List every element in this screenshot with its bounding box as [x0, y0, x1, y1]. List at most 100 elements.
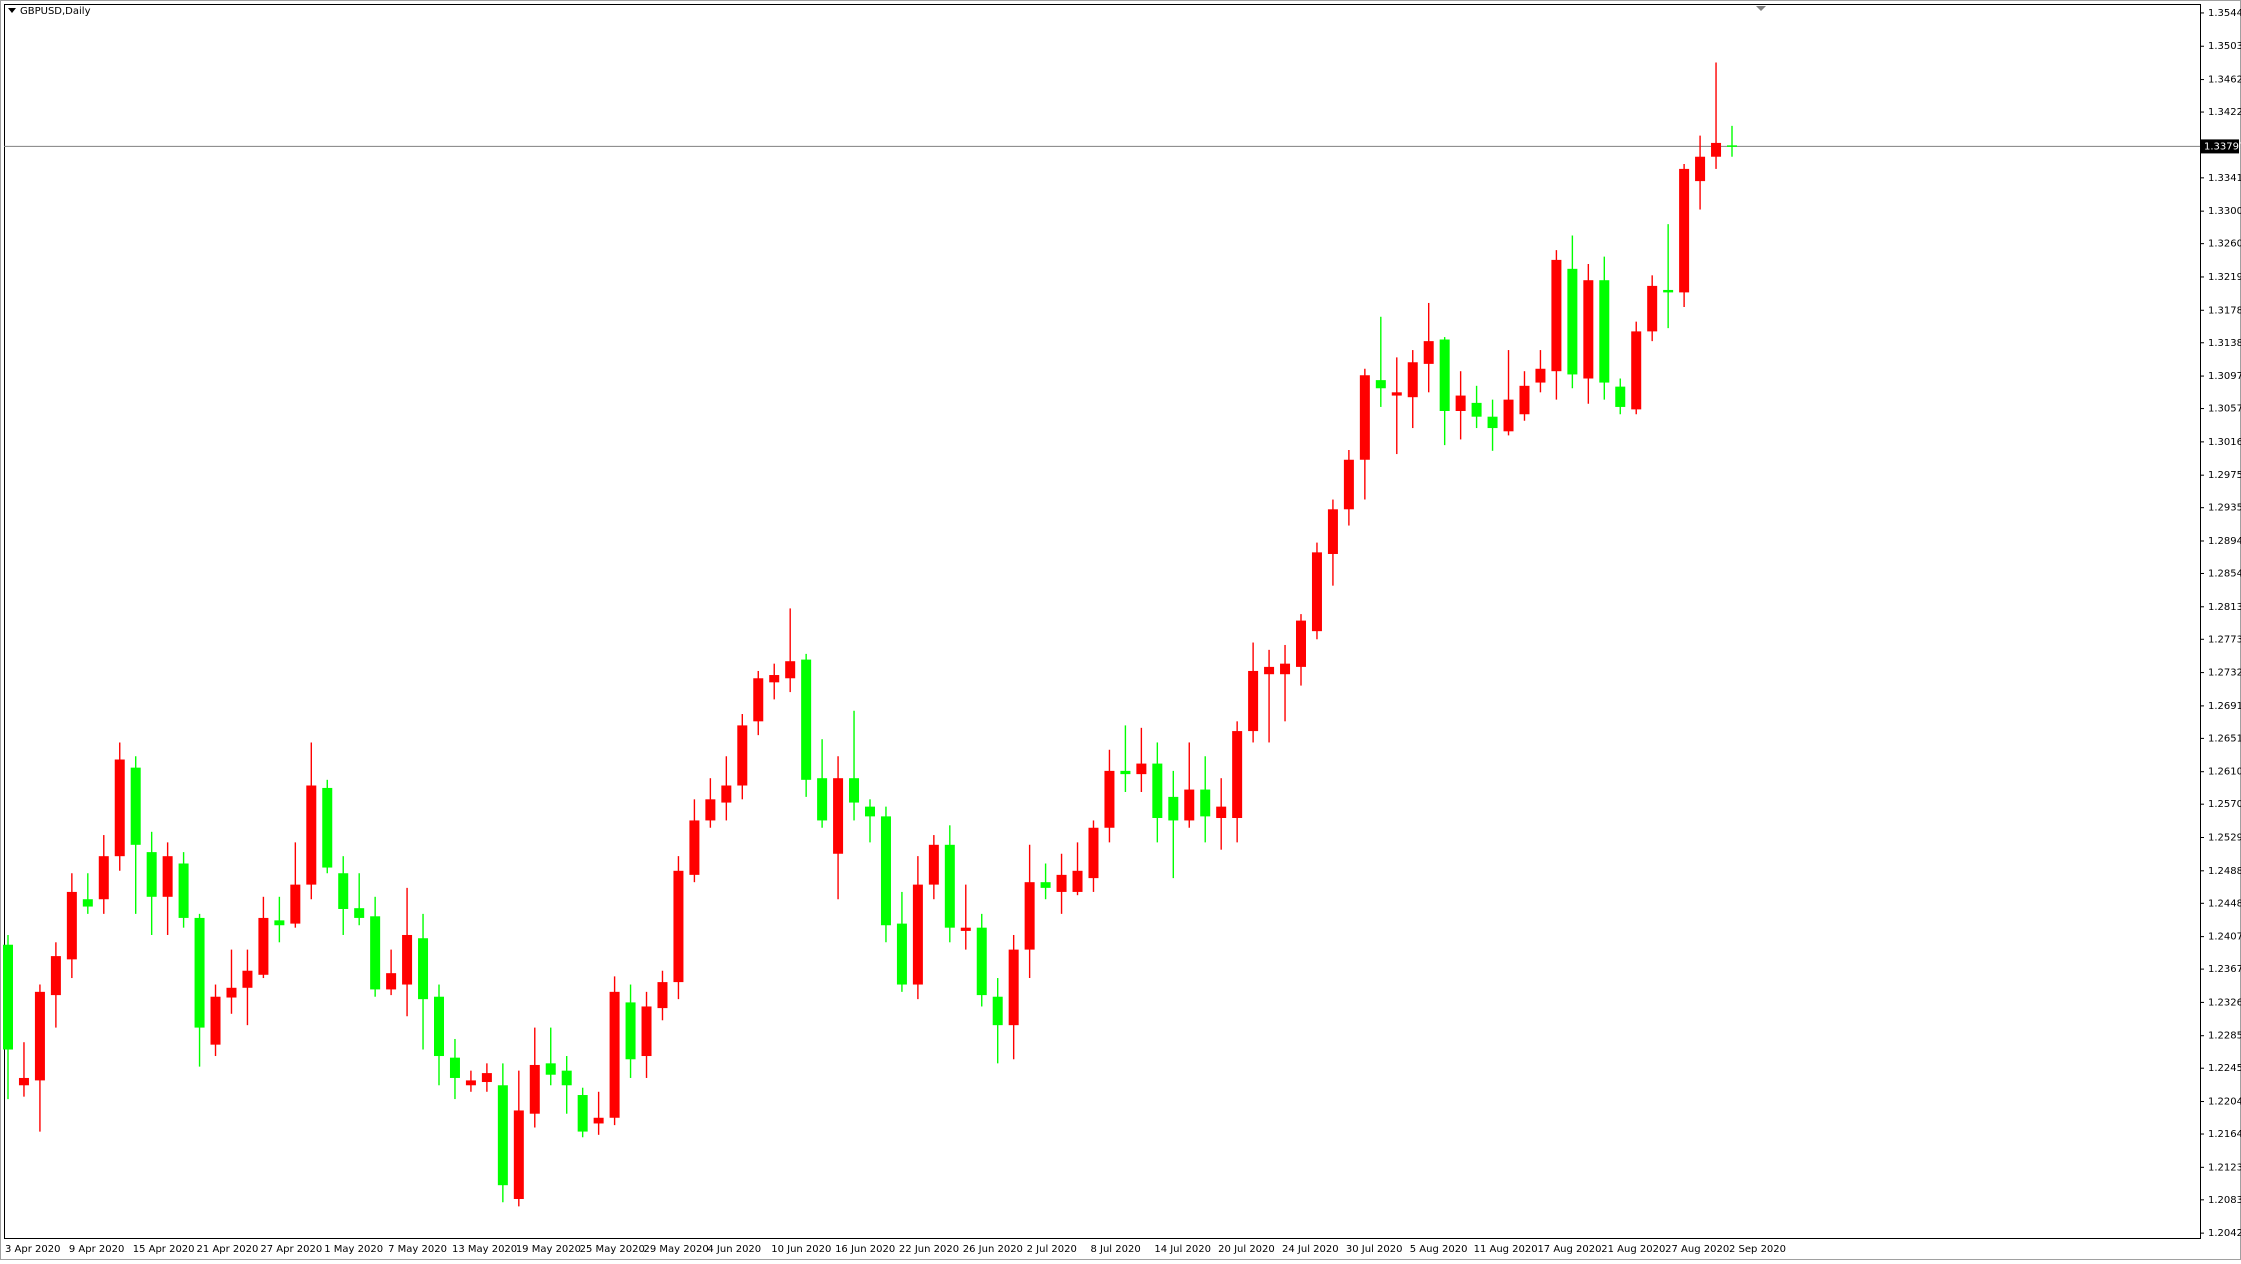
y-tick-label: 1.27320	[2208, 668, 2241, 679]
candle-body	[896, 923, 907, 985]
candle-body	[178, 863, 189, 918]
y-tick-label: 1.22040	[2208, 1097, 2241, 1108]
y-tick-label: 1.26910	[2208, 701, 2241, 712]
candle-body	[1679, 168, 1690, 293]
x-tick-label: 21 Apr 2020	[197, 1244, 259, 1255]
candle-body	[817, 778, 828, 821]
y-tick-label: 1.26510	[2208, 733, 2241, 744]
y-tick-label: 1.30160	[2208, 437, 2241, 448]
candle-body	[1375, 380, 1386, 389]
candle-body	[50, 956, 61, 996]
candle-body	[801, 659, 812, 780]
candle-body	[1503, 399, 1514, 432]
candle-body	[1327, 509, 1338, 554]
candle-body	[66, 891, 77, 960]
x-tick-label: 21 Aug 2020	[1601, 1244, 1665, 1255]
x-tick-label: 15 Apr 2020	[133, 1244, 195, 1255]
y-tick-label: 1.33410	[2208, 173, 2241, 184]
candle-body	[98, 856, 109, 900]
candle-body	[1663, 289, 1674, 293]
candle-body	[1343, 459, 1354, 510]
candle-body	[880, 816, 891, 926]
candle-body	[370, 916, 381, 990]
x-tick-label: 2 Jul 2020	[1027, 1244, 1077, 1255]
candle-body	[434, 996, 444, 1057]
y-tick-label: 1.28130	[2208, 602, 2241, 613]
candle-body	[577, 1095, 588, 1132]
candle-body	[1088, 827, 1099, 879]
x-tick-label: 24 Jul 2020	[1282, 1244, 1339, 1255]
y-tick-label: 1.20830	[2208, 1195, 2241, 1206]
candle-body	[402, 934, 413, 985]
x-tick-label: 9 Apr 2020	[69, 1244, 124, 1255]
candle-body	[1487, 416, 1498, 429]
candle-body	[529, 1064, 540, 1114]
x-tick-label: 17 Aug 2020	[1537, 1244, 1601, 1255]
x-tick-label: 11 Aug 2020	[1474, 1244, 1538, 1255]
y-tick-label: 1.29350	[2208, 503, 2241, 514]
candle-body	[753, 678, 764, 722]
candle-body	[1439, 339, 1450, 412]
candle-body	[657, 982, 668, 1009]
candle-body	[625, 1002, 636, 1060]
candle-body	[545, 1063, 556, 1075]
y-tick-label: 1.30970	[2208, 371, 2241, 382]
candle-body	[82, 899, 93, 907]
y-tick-label: 1.31780	[2208, 305, 2241, 316]
y-tick-label: 1.27730	[2208, 634, 2241, 645]
candle-body	[1040, 882, 1051, 888]
candle-body	[242, 970, 253, 988]
x-tick-label: 1 May 2020	[324, 1244, 383, 1255]
x-tick-label: 27 Aug 2020	[1665, 1244, 1729, 1255]
candle-body	[194, 917, 205, 1028]
y-tick-label: 1.24070	[2208, 932, 2241, 943]
y-tick-label: 1.20420	[2208, 1228, 2241, 1239]
last-price-label: 1.33797	[2204, 141, 2241, 152]
candle-body	[1535, 368, 1546, 383]
y-tick-label: 1.29750	[2208, 470, 2241, 481]
y-tick-label: 1.23260	[2208, 997, 2241, 1008]
y-tick-label: 1.21230	[2208, 1162, 2241, 1173]
candle-body	[1072, 870, 1083, 892]
candle-body	[1264, 666, 1275, 675]
candle-body	[1647, 285, 1658, 332]
candle-body	[641, 1006, 652, 1057]
candle-body	[497, 1085, 508, 1186]
candle-body	[1024, 882, 1035, 950]
candle-body	[418, 938, 429, 1000]
candle-body	[1727, 145, 1737, 147]
candle-body	[561, 1070, 572, 1086]
candle-body	[1104, 770, 1115, 828]
x-tick-label: 19 May 2020	[516, 1244, 581, 1255]
y-tick-label: 1.28940	[2208, 536, 2241, 547]
candle-body	[290, 884, 301, 924]
chart-title: GBPUSD,Daily	[20, 6, 91, 17]
shift-marker[interactable]	[1756, 6, 1766, 11]
candle-body	[960, 927, 971, 931]
candle-body	[465, 1080, 476, 1086]
candle-body	[1200, 789, 1211, 817]
candle-body	[130, 767, 141, 845]
candle-body	[1519, 385, 1530, 415]
candle-body	[1407, 362, 1418, 398]
candle-body	[1216, 806, 1227, 819]
candle-body	[1296, 620, 1306, 667]
y-tick-label: 1.30570	[2208, 404, 2241, 415]
y-tick-label: 1.23670	[2208, 964, 2241, 975]
y-tick-label: 1.32190	[2208, 272, 2241, 283]
candle-body	[1551, 259, 1562, 372]
candle-body	[1168, 796, 1179, 821]
candle-body	[226, 987, 237, 998]
candle-body	[833, 778, 844, 854]
candle-body	[1120, 770, 1131, 775]
candle-body	[18, 1077, 29, 1086]
y-tick-label: 1.34220	[2208, 107, 2241, 118]
candle-body	[1711, 142, 1722, 157]
candle-body	[306, 785, 317, 885]
candle-body	[769, 675, 780, 683]
candle-body	[976, 927, 987, 996]
candle-body	[1152, 763, 1163, 819]
candle-body	[210, 996, 221, 1045]
menu-arrow[interactable]	[8, 8, 16, 13]
